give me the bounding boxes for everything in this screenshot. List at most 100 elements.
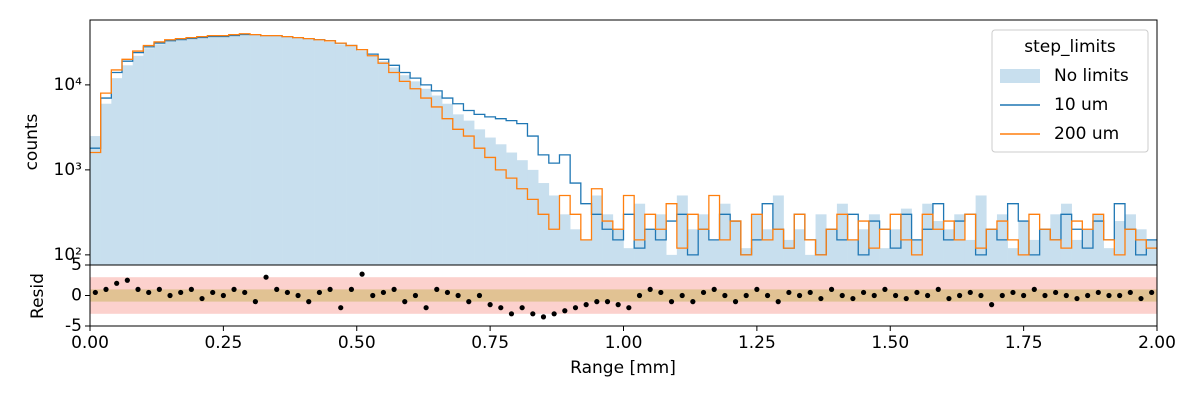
residual-point (583, 302, 589, 308)
hist-bar (868, 214, 880, 265)
hist-bar (708, 239, 720, 265)
hist-bar (772, 195, 784, 265)
hist-bar (410, 81, 422, 265)
hist-bar (1060, 203, 1072, 265)
hist-bar (1007, 248, 1019, 265)
hist-bar (826, 229, 838, 265)
residual-point (466, 299, 472, 305)
x-tick-label: 0.50 (338, 333, 376, 353)
hist-bar (495, 144, 507, 265)
residual-point (551, 311, 557, 317)
residual-point (508, 311, 515, 317)
residual-point (476, 292, 483, 299)
hist-bar (570, 229, 582, 265)
residual-point (156, 286, 162, 292)
hist-bar (879, 248, 891, 265)
residual-point (946, 295, 952, 302)
hist-bar (911, 239, 923, 265)
residual-point (1042, 292, 1048, 299)
hist-bar (90, 136, 101, 265)
residual-point (935, 286, 941, 292)
hist-bar (858, 229, 870, 265)
hist-bar (506, 152, 518, 265)
residual-point (860, 289, 867, 296)
hist-bar (239, 35, 251, 265)
hist-bar (154, 44, 165, 265)
hist-bar (431, 95, 443, 265)
hist-bar (196, 38, 208, 265)
legend-swatch (1000, 69, 1040, 83)
residual-point (188, 286, 194, 292)
residual-band (90, 289, 1157, 302)
residual-point (1138, 295, 1144, 302)
hist-bar (303, 39, 315, 265)
residual-point (636, 292, 643, 299)
hist-bar (1039, 229, 1051, 265)
hist-bar (271, 36, 283, 265)
residual-point (231, 286, 237, 292)
residual-point (743, 292, 749, 299)
hist-bar (538, 183, 550, 265)
residual-point (1031, 286, 1037, 292)
residual-point (668, 299, 675, 305)
residual-point (594, 299, 600, 305)
hist-bar (986, 229, 998, 265)
hist-bar (122, 65, 133, 265)
residual-point (1106, 292, 1112, 299)
hist-bar (900, 208, 912, 265)
residual-point (316, 289, 323, 296)
residual-point (722, 292, 728, 299)
hist-bar (484, 137, 496, 265)
residual-y-tick-label: 5 (71, 255, 82, 275)
residual-point (519, 305, 525, 311)
residual-point (989, 302, 995, 308)
residual-point (135, 286, 141, 292)
hist-bar (740, 248, 752, 265)
x-axis-label: Range [mm] (570, 358, 676, 378)
hist-bar (324, 41, 336, 265)
residual-point (1074, 295, 1080, 302)
step-line (90, 33, 1157, 256)
hist-bar (1071, 239, 1083, 265)
hist-bar (207, 37, 219, 265)
hist-bar (399, 75, 411, 265)
residual-point (615, 302, 621, 308)
residual-point (839, 292, 845, 299)
residual-point (423, 305, 429, 311)
hist-bar (954, 214, 966, 265)
residual-point (679, 292, 685, 299)
hist-bar (964, 239, 976, 265)
residual-point (882, 286, 888, 292)
residual-point (700, 289, 707, 296)
residual-point (807, 289, 813, 296)
residual-point (978, 292, 984, 299)
residual-point (967, 289, 973, 296)
residual-point (658, 289, 664, 296)
hist-bar (1124, 214, 1136, 265)
residual-point (796, 292, 803, 299)
hist-bar (804, 254, 816, 265)
residual-point (487, 302, 493, 308)
residual-point (370, 292, 376, 299)
hist-bar (282, 37, 294, 265)
hist-bar (559, 214, 571, 265)
residual-point (1053, 289, 1059, 296)
hist-bar (548, 195, 560, 265)
hist-bar (186, 39, 197, 265)
residual-point (871, 292, 877, 299)
residual-point (306, 299, 312, 305)
hist-bar (591, 195, 603, 265)
hist-bar (612, 229, 624, 265)
residual-point (572, 305, 579, 311)
legend-title: step_limits (1024, 37, 1116, 57)
residual-point (295, 292, 301, 299)
residual-point (604, 299, 611, 305)
residual-point (284, 289, 290, 296)
hist-bar (975, 195, 987, 265)
residual-point (103, 286, 109, 292)
residual-point (764, 292, 771, 299)
residual-point (498, 305, 504, 311)
y-axis-label: counts (22, 113, 42, 170)
x-tick-label: 1.25 (738, 333, 776, 353)
